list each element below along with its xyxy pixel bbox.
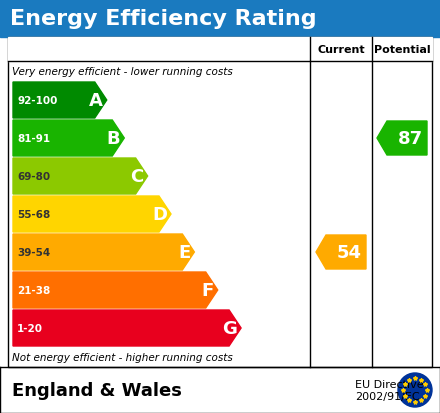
- Text: E: E: [178, 243, 191, 261]
- Text: 39-54: 39-54: [17, 247, 50, 257]
- Text: 81-91: 81-91: [17, 134, 50, 144]
- Text: B: B: [106, 130, 120, 147]
- Text: Not energy efficient - higher running costs: Not energy efficient - higher running co…: [12, 352, 233, 362]
- Text: D: D: [152, 206, 167, 223]
- Text: 54: 54: [337, 243, 362, 261]
- Polygon shape: [13, 197, 171, 233]
- Text: 21-38: 21-38: [17, 285, 50, 295]
- Bar: [0, 367, 440, 413]
- Text: Energy Efficiency Rating: Energy Efficiency Rating: [10, 9, 317, 29]
- Polygon shape: [13, 310, 241, 346]
- Text: C: C: [130, 168, 143, 185]
- Polygon shape: [13, 235, 194, 271]
- Text: Potential: Potential: [374, 45, 430, 55]
- Bar: [8, 38, 432, 62]
- Text: 87: 87: [398, 130, 423, 147]
- Circle shape: [398, 373, 432, 407]
- Text: Very energy efficient - lower running costs: Very energy efficient - lower running co…: [12, 67, 233, 77]
- Text: EU Directive: EU Directive: [355, 379, 424, 389]
- Text: 69-80: 69-80: [17, 171, 50, 182]
- Text: England & Wales: England & Wales: [12, 381, 182, 399]
- Polygon shape: [13, 159, 148, 195]
- Text: F: F: [202, 281, 214, 299]
- Polygon shape: [377, 122, 427, 156]
- Polygon shape: [13, 272, 218, 308]
- Polygon shape: [13, 121, 124, 157]
- Text: 2002/91/EC: 2002/91/EC: [355, 391, 420, 401]
- Text: G: G: [222, 319, 237, 337]
- Polygon shape: [316, 235, 366, 269]
- Text: A: A: [89, 92, 103, 110]
- Bar: [8, 38, 432, 367]
- Bar: [0, 0, 440, 38]
- Text: 55-68: 55-68: [17, 209, 50, 219]
- Text: 1-20: 1-20: [17, 323, 43, 333]
- Text: Current: Current: [317, 45, 365, 55]
- Text: 92-100: 92-100: [17, 96, 57, 106]
- Polygon shape: [13, 83, 107, 119]
